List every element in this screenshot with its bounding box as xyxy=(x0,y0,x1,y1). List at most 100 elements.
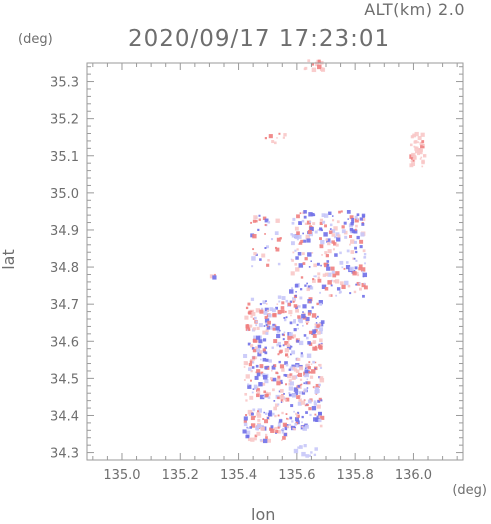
data-point xyxy=(329,240,333,244)
data-point xyxy=(343,221,347,225)
data-point xyxy=(250,423,256,428)
data-point xyxy=(293,410,295,413)
data-point xyxy=(318,383,321,387)
data-point xyxy=(347,284,351,288)
data-point xyxy=(264,318,270,323)
data-point xyxy=(310,451,313,454)
data-point xyxy=(334,253,338,257)
data-point xyxy=(256,335,261,340)
data-point xyxy=(313,402,317,406)
data-point xyxy=(289,289,294,294)
data-point xyxy=(351,217,355,221)
data-point xyxy=(286,417,288,420)
data-point xyxy=(272,364,275,367)
data-point xyxy=(288,386,294,391)
data-point xyxy=(281,309,285,314)
data-point xyxy=(335,294,338,297)
data-point xyxy=(319,424,323,428)
plot-frame xyxy=(86,62,464,461)
data-point xyxy=(341,229,346,234)
data-point xyxy=(354,215,358,219)
data-point xyxy=(315,383,320,388)
data-point xyxy=(296,214,300,219)
data-point xyxy=(314,413,317,416)
data-point xyxy=(243,366,246,368)
y-tick-label: 35.3 xyxy=(50,76,79,91)
data-point xyxy=(279,345,282,348)
data-point xyxy=(245,434,249,439)
data-point xyxy=(277,424,281,428)
data-point xyxy=(311,67,317,73)
data-point xyxy=(277,353,280,356)
data-point xyxy=(333,279,336,283)
data-point xyxy=(256,431,261,436)
x-tick-label: 135.0 xyxy=(103,468,140,483)
data-point xyxy=(319,338,323,343)
data-point xyxy=(308,301,311,304)
data-point xyxy=(307,229,312,235)
data-point xyxy=(337,234,341,238)
data-point xyxy=(307,399,312,404)
data-point xyxy=(311,252,314,254)
data-point xyxy=(266,417,269,420)
data-point xyxy=(294,417,300,422)
data-point xyxy=(264,223,267,226)
data-point xyxy=(257,423,262,429)
data-point xyxy=(352,257,355,260)
data-point xyxy=(327,249,332,254)
data-point xyxy=(359,287,362,291)
data-point xyxy=(326,260,330,263)
data-point xyxy=(316,324,320,328)
data-point xyxy=(306,282,308,285)
data-point xyxy=(344,280,349,286)
y-tick-label: 34.3 xyxy=(50,447,79,462)
data-point xyxy=(312,340,317,344)
data-point xyxy=(306,287,310,292)
data-point xyxy=(259,394,265,400)
data-point xyxy=(341,266,344,269)
data-point xyxy=(258,214,261,217)
data-point xyxy=(285,363,289,367)
data-point xyxy=(304,369,309,374)
data-point xyxy=(420,132,425,137)
data-point xyxy=(303,374,307,378)
data-point xyxy=(295,256,299,260)
data-point xyxy=(319,366,323,369)
data-point xyxy=(292,366,296,370)
data-point xyxy=(284,310,287,313)
data-point xyxy=(293,304,298,308)
data-point xyxy=(258,218,261,221)
data-point xyxy=(245,374,250,379)
data-point xyxy=(294,234,300,240)
data-point xyxy=(243,361,248,366)
data-point xyxy=(260,307,264,311)
data-point xyxy=(252,317,255,320)
data-point xyxy=(250,379,252,382)
data-point xyxy=(260,426,265,431)
data-point xyxy=(255,308,261,313)
data-point xyxy=(267,392,271,396)
data-point xyxy=(317,64,322,70)
data-point xyxy=(319,346,323,350)
data-point xyxy=(303,334,307,337)
data-point xyxy=(414,131,419,137)
data-point xyxy=(307,381,311,385)
data-point xyxy=(246,324,249,326)
data-point xyxy=(296,395,300,399)
data-point xyxy=(299,241,303,245)
data-point xyxy=(300,239,304,243)
data-point xyxy=(319,302,323,306)
data-point xyxy=(307,310,312,314)
data-point xyxy=(262,330,267,335)
data-point xyxy=(296,323,299,326)
data-point xyxy=(275,429,279,433)
y-unit-label: (deg) xyxy=(18,32,53,47)
data-point xyxy=(301,313,306,319)
data-point xyxy=(293,320,296,324)
data-point xyxy=(320,239,325,245)
data-point xyxy=(324,251,328,255)
data-point xyxy=(420,156,423,159)
data-point xyxy=(257,228,260,231)
data-point xyxy=(277,309,282,314)
data-point xyxy=(265,332,269,335)
